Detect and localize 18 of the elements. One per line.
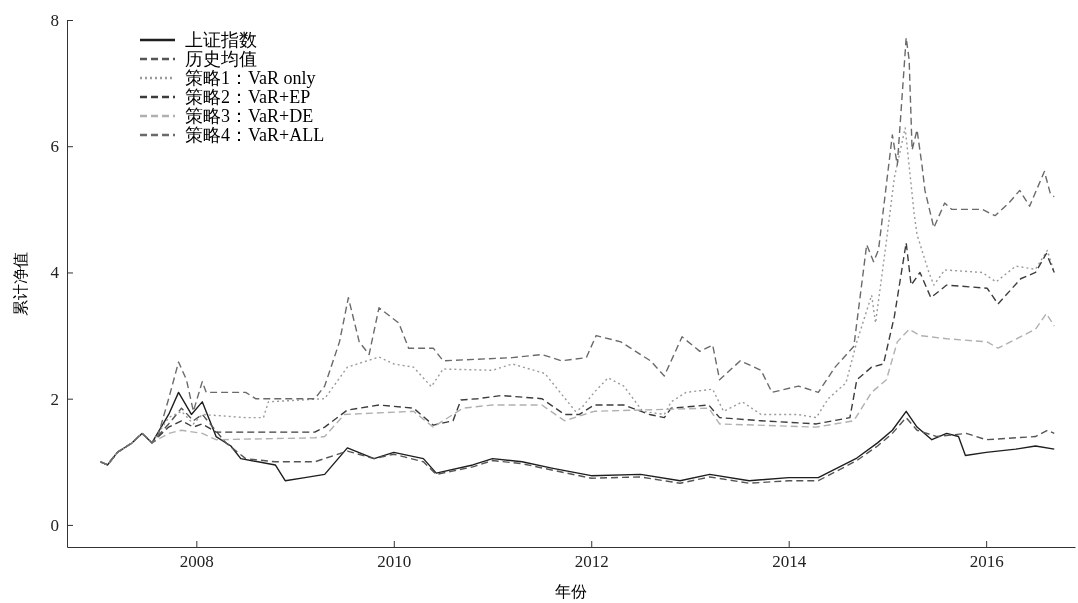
x-tick-label: 2010 <box>377 552 412 572</box>
x-tick-label: 2014 <box>772 552 807 572</box>
legend-label: 策略1：VaR only <box>185 68 316 88</box>
y-axis-title: 累计净值 <box>12 251 29 316</box>
x-tick-label: 2016 <box>969 552 1004 572</box>
y-tick-label: 4 <box>50 263 60 283</box>
legend-label: 上证指数 <box>185 30 257 50</box>
y-tick-label: 2 <box>50 389 59 409</box>
legend-label: 策略2：VaR+EP <box>185 87 311 107</box>
x-axis-title: 年份 <box>555 583 587 600</box>
y-tick-label: 6 <box>50 137 59 157</box>
y-tick-label: 0 <box>50 515 59 535</box>
y-tick-label: 8 <box>50 10 59 30</box>
legend-label: 策略3：VaR+DE <box>185 106 314 126</box>
x-tick-label: 2012 <box>574 552 609 572</box>
x-tick-label: 2008 <box>179 552 214 572</box>
legend-label: 历史均值 <box>185 49 257 69</box>
legend-label: 策略4：VaR+ALL <box>185 125 325 145</box>
